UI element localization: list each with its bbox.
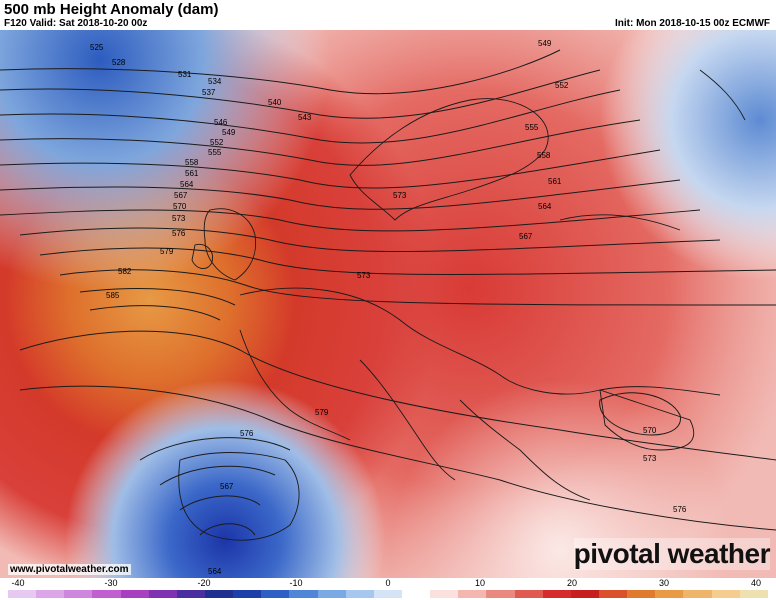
contour-label: 549: [222, 128, 236, 137]
contour-label: 573: [643, 454, 657, 463]
colorbar-tick: 10: [474, 578, 486, 588]
contour-label: 558: [537, 151, 551, 160]
contour-label: 552: [210, 138, 224, 147]
colorbar-tick: 40: [750, 578, 762, 588]
contour-label: 576: [172, 229, 186, 238]
contour-label: 537: [202, 88, 216, 97]
contour-label: 579: [315, 408, 329, 417]
map-title: 500 mb Height Anomaly (dam): [4, 1, 219, 18]
contour-label: 564: [538, 202, 552, 211]
contour-label: 558: [185, 158, 199, 167]
contour-label: 576: [673, 505, 687, 514]
contour-label: 555: [208, 148, 222, 157]
contour-label: 585: [106, 291, 120, 300]
colorbar-tick: -20: [197, 578, 211, 588]
contour-label: 570: [173, 202, 187, 211]
init-time: Init: Mon 2018-10-15 00z ECMWF: [614, 18, 770, 29]
contour-label: 528: [112, 58, 126, 67]
colorbar-tick: -30: [104, 578, 118, 588]
contour-label: 549: [538, 39, 552, 48]
contour-label: 567: [220, 482, 234, 491]
contour-label: 531: [178, 70, 192, 79]
website-credit: www.pivotalweather.com: [8, 564, 131, 575]
contour-label: 567: [519, 232, 533, 241]
contour-label: 561: [548, 177, 562, 186]
map-canvas: 525 528 531 534 537 540 543 546 549 552 …: [0, 30, 776, 578]
contour-label: 564: [180, 180, 194, 189]
contour-label: 555: [525, 123, 539, 132]
colorbar-tick: 0: [385, 578, 391, 588]
colorbar-tick: 30: [658, 578, 670, 588]
coastlines: [178, 69, 746, 541]
contour-label: 573: [357, 271, 371, 280]
contour-label: 576: [240, 429, 254, 438]
map-header: 500 mb Height Anomaly (dam) F120 Valid: …: [0, 0, 776, 30]
contour-label: 573: [393, 191, 407, 200]
contour-label: 567: [174, 191, 188, 200]
contour-label: 540: [268, 98, 282, 107]
contour-labels: 525 528 531 534 537 540 543 546 549 552 …: [90, 39, 687, 576]
anomaly-map: 525 528 531 534 537 540 543 546 549 552 …: [0, 30, 776, 578]
colorbar-tick: 20: [566, 578, 578, 588]
height-contours: [0, 49, 776, 536]
contour-label: 579: [160, 247, 174, 256]
pivotal-weather-logo: pivotal weather: [573, 538, 771, 570]
valid-time: F120 Valid: Sat 2018-10-20 00z: [4, 18, 148, 29]
contour-label: 552: [555, 81, 569, 90]
contour-label: 525: [90, 43, 104, 52]
colorbar-ticks: -40 -30 -20 -10 0 10 20 30 40: [0, 578, 776, 590]
colorbar-tick: -10: [289, 578, 303, 588]
colorbar-tick: -40: [11, 578, 25, 588]
contour-label: 546: [214, 118, 228, 127]
contour-label: 543: [298, 113, 312, 122]
contour-label: 582: [118, 267, 132, 276]
contour-label: 573: [172, 214, 186, 223]
colorbar: -40 -30 -20 -10 0 10 20 30 40: [0, 578, 776, 600]
contour-label: 561: [185, 169, 199, 178]
contour-label: 534: [208, 77, 222, 86]
colorbar-strip: [8, 590, 768, 598]
contour-label: 570: [643, 426, 657, 435]
contour-label: 564: [208, 567, 222, 576]
iberian-cutoff-low: [0, 30, 776, 578]
